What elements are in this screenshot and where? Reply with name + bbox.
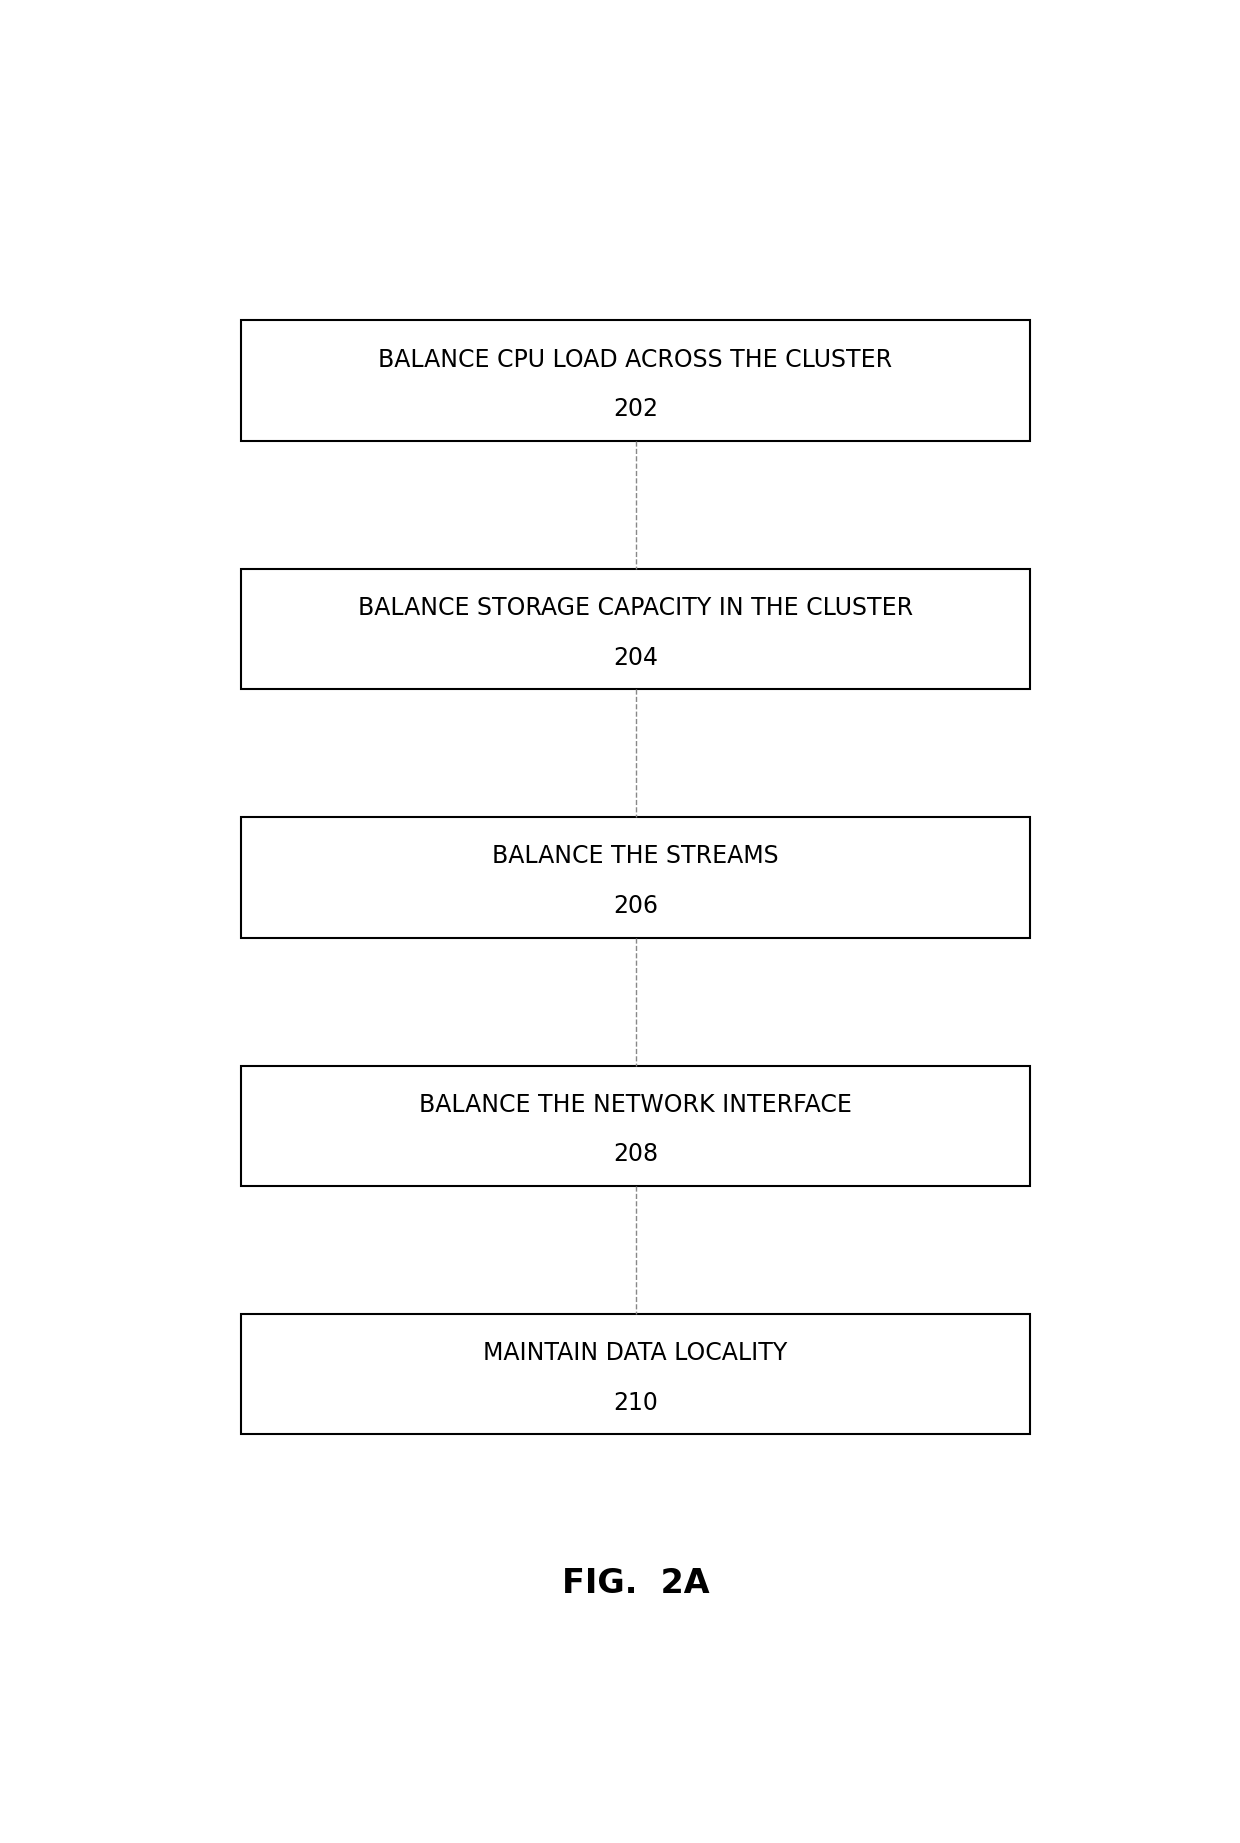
- Text: 206: 206: [613, 894, 658, 918]
- Text: BALANCE CPU LOAD ACROSS THE CLUSTER: BALANCE CPU LOAD ACROSS THE CLUSTER: [378, 348, 893, 372]
- Text: 208: 208: [613, 1143, 658, 1167]
- Bar: [242, 1065, 1029, 1187]
- Text: 210: 210: [613, 1391, 658, 1415]
- Text: BALANCE STORAGE CAPACITY IN THE CLUSTER: BALANCE STORAGE CAPACITY IN THE CLUSTER: [358, 595, 913, 619]
- Text: 204: 204: [613, 645, 658, 669]
- Text: 202: 202: [613, 398, 658, 422]
- Bar: [242, 816, 1029, 938]
- Bar: [242, 321, 1029, 440]
- Text: BALANCE THE NETWORK INTERFACE: BALANCE THE NETWORK INTERFACE: [419, 1093, 852, 1117]
- Text: BALANCE THE STREAMS: BALANCE THE STREAMS: [492, 844, 779, 868]
- Bar: [242, 1314, 1029, 1434]
- Bar: [242, 569, 1029, 689]
- Text: MAINTAIN DATA LOCALITY: MAINTAIN DATA LOCALITY: [484, 1342, 787, 1366]
- Text: FIG.  2A: FIG. 2A: [562, 1567, 709, 1600]
